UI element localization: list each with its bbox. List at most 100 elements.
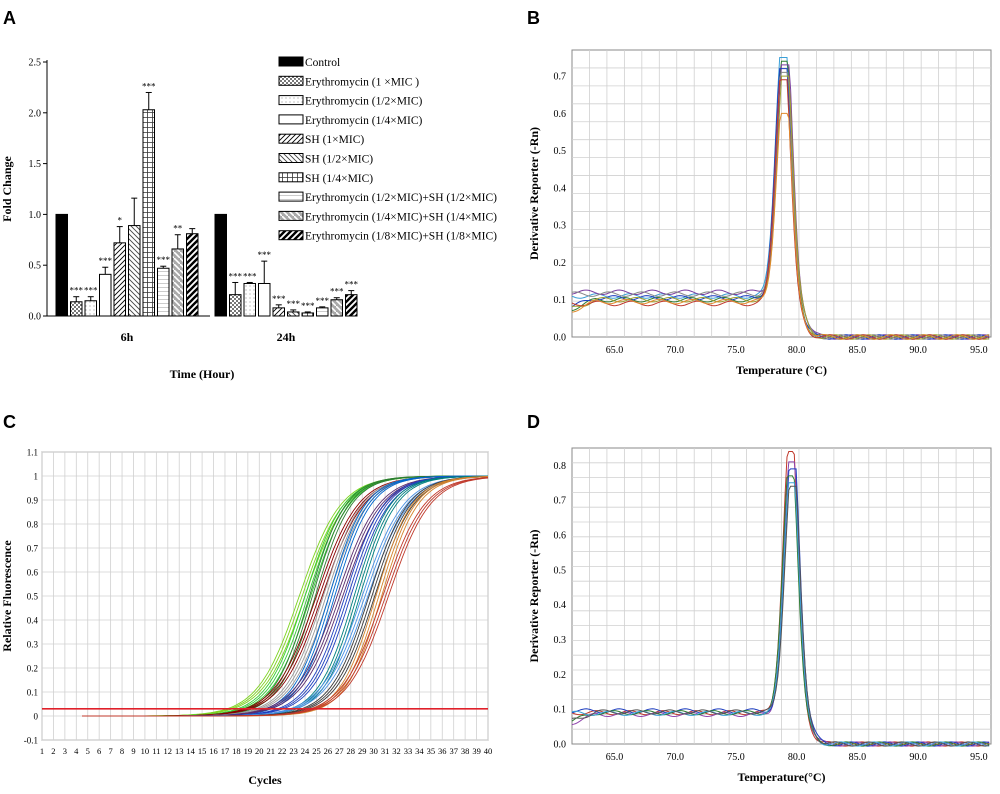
y-tick-label: 0.8 [27, 520, 39, 530]
y-tick-label: 0.4 [27, 616, 39, 626]
y-tick-label: 1.1 [27, 448, 38, 458]
x-tick-label: 31 [381, 746, 390, 756]
x-tick-label: 75.0 [727, 345, 745, 356]
bar [70, 301, 83, 317]
x-tick-label: 14 [186, 746, 195, 756]
melt-curve-series [571, 64, 990, 340]
x-tick-label: 5 [86, 746, 90, 756]
x-tick-label: 23 [289, 746, 298, 756]
x-tick-label: 37 [449, 746, 458, 756]
y-tick-label: 0.0 [554, 740, 567, 751]
x-tick-label: 75.0 [727, 752, 745, 763]
bar [272, 307, 285, 317]
bar [287, 311, 300, 317]
y-tick-label: 1.5 [29, 159, 42, 170]
x-tick-label: 10 [141, 746, 150, 756]
x-tick-label: 15 [198, 746, 207, 756]
significance-label: *** [272, 294, 286, 304]
legend-label: SH (1/4×MIC) [305, 173, 373, 185]
legend-label: SH (1×MIC) [305, 134, 364, 146]
y-axis-title: Relative Fluorescence [0, 540, 14, 652]
x-tick-label: 13 [175, 746, 184, 756]
x-tick-label: 95.0 [970, 752, 988, 763]
x-tick-label: 70.0 [666, 345, 684, 356]
panel-a-bar-chart: 0.0 0.5 1.0 1.5 2.0 2.5 Fold Change Time (Hour)… [0, 56, 497, 381]
bar [214, 213, 227, 317]
y-tick-label: 0.6 [554, 531, 567, 542]
legend-label: Erythromycin (1/4×MIC) [305, 115, 422, 127]
bar [55, 213, 68, 317]
x-tick-label: 80.0 [788, 752, 806, 763]
significance-label: *** [301, 301, 315, 311]
x-tick-label: 16 [209, 746, 218, 756]
y-tick-label: 0.3 [27, 640, 39, 650]
legend-swatch [278, 172, 304, 183]
y-tick-label: 0.7 [554, 496, 567, 507]
legend-swatch [278, 191, 304, 202]
x-axis-title: Cycles [248, 773, 282, 787]
x-tick-label: 95.0 [970, 345, 988, 356]
y-tick-label: 0.5 [554, 565, 567, 576]
significance-label: *** [229, 271, 243, 281]
x-tick-label: 35 [427, 746, 436, 756]
bar [345, 294, 358, 317]
x-tick-label: 25 [312, 746, 321, 756]
legend-label: SH (1/2×MIC) [305, 154, 373, 166]
x-category-label: 6h [121, 330, 134, 344]
x-tick-label: 20 [255, 746, 264, 756]
x-tick-label: 4 [74, 746, 79, 756]
y-tick-label: 0.4 [554, 600, 567, 611]
y-tick-label: 0.4 [554, 183, 567, 194]
x-tick-label: 65.0 [606, 345, 624, 356]
panel-c-amplification-chart: 1 2 3 4 5 6 7 8 9 10 11 12 13 14 15 16 17 18 19 20 21 22 23 24 2… [0, 448, 492, 788]
x-tick-label: 18 [232, 746, 241, 756]
y-tick-label: 0.0 [554, 333, 567, 344]
bar [330, 299, 343, 317]
y-tick-label: 1 [34, 472, 39, 482]
y-tick-label: 0.2 [554, 258, 567, 269]
x-tick-label: 90.0 [909, 345, 927, 356]
legend-swatch [278, 56, 304, 67]
bar [186, 233, 199, 317]
legend-swatch [278, 153, 304, 163]
x-tick-label: 2 [51, 746, 55, 756]
bar [229, 294, 242, 317]
y-tick-label: 0 [34, 712, 39, 722]
legend-label: Control [305, 57, 340, 69]
x-tick-label: 19 [244, 746, 253, 756]
x-tick-label: 9 [131, 746, 135, 756]
significance-label: *** [157, 255, 171, 265]
legend-label: Erythromycin (1/4×MIC)+SH (1/4×MIC) [305, 211, 497, 223]
y-tick-label: 2.5 [29, 58, 42, 69]
amplification-curve [82, 477, 489, 717]
significance-label: *** [243, 271, 257, 281]
x-tick-label: 11 [152, 746, 160, 756]
y-axis-title: Derivative Reporter (-Rn) [527, 127, 541, 260]
x-tick-label: 22 [278, 746, 287, 756]
panel-b-melt-curve-chart: 65.0 70.0 75.0 80.0 85.0 90.0 95.0 0.0 0.1 0.2 0.3… [527, 49, 992, 377]
y-tick-label: 0.6 [27, 568, 39, 578]
significance-label: *** [330, 287, 344, 297]
y-tick-label: 0.5 [554, 146, 567, 157]
x-tick-label: 3 [63, 746, 67, 756]
x-tick-label: 90.0 [909, 752, 927, 763]
x-axis-title: Temperature (°C) [736, 363, 827, 377]
y-axis-title: Derivative Reporter (-Rn) [527, 529, 541, 662]
bar [301, 312, 314, 317]
legend-label: Erythromycin (1/8×MIC)+SH (1/8×MIC) [305, 231, 497, 243]
bar [316, 307, 329, 317]
x-tick-label: 85.0 [849, 345, 867, 356]
significance-label: *** [84, 286, 98, 296]
panel-letter-d: D [527, 412, 540, 432]
legend-swatch [278, 210, 304, 221]
bar [84, 300, 97, 317]
y-tick-label: 0.1 [554, 705, 567, 716]
significance-label: *** [258, 250, 272, 260]
legend-swatch [278, 133, 304, 144]
y-axis-title: Fold Change [0, 155, 14, 221]
x-tick-label: 28 [347, 746, 356, 756]
panel-letter-b: B [527, 8, 540, 28]
x-category-label: 24h [277, 330, 296, 344]
x-tick-label: 40 [484, 746, 493, 756]
